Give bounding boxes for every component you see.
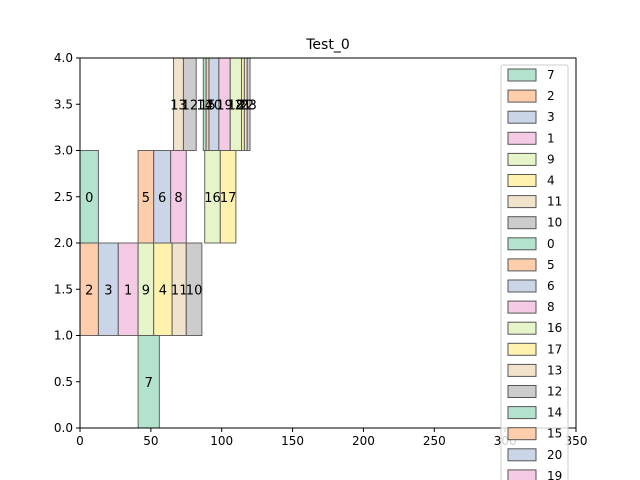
- y-tick-label-1.0: 1.0: [54, 329, 73, 343]
- legend-label-7: 7: [547, 68, 555, 82]
- bar-label-21: 21: [235, 98, 252, 113]
- legend-swatch-11: [507, 195, 537, 209]
- legend-swatch-19: [507, 469, 537, 480]
- bar-label-2: 2: [85, 283, 93, 298]
- legend-swatch-1: [507, 131, 537, 145]
- bar-label-10: 10: [186, 283, 203, 298]
- legend-swatch-9: [507, 152, 537, 166]
- bar-label-8: 8: [174, 191, 182, 206]
- legend-label-4: 4: [547, 174, 555, 188]
- legend-swatch-5: [507, 258, 537, 272]
- bar-label-6: 6: [158, 191, 166, 206]
- y-tick-label-3.0: 3.0: [54, 144, 73, 158]
- legend-swatch-13: [507, 363, 537, 377]
- legend-swatch-20: [507, 448, 537, 462]
- legend-label-13: 13: [547, 363, 562, 377]
- x-tick-label-350: 350: [565, 434, 588, 448]
- x-tick-label-50: 50: [143, 434, 158, 448]
- bar-label-13: 13: [170, 98, 187, 113]
- bar-label-5: 5: [142, 191, 150, 206]
- legend-swatch-17: [507, 342, 537, 356]
- legend-label-1: 1: [547, 131, 555, 145]
- legend-swatch-3: [507, 110, 537, 124]
- legend-label-11: 11: [547, 195, 562, 209]
- bar-label-22: 22: [238, 98, 255, 113]
- bar-10: [185, 242, 203, 336]
- legend-swatch-4: [507, 174, 537, 187]
- legend-label-10: 10: [547, 216, 562, 230]
- bar-label-15: 15: [199, 98, 216, 113]
- bar-label-19: 19: [216, 98, 233, 113]
- legend-label-5: 5: [547, 258, 555, 272]
- bar-label-7: 7: [145, 376, 153, 391]
- bar-label-23: 23: [240, 98, 257, 113]
- legend-swatch-6: [507, 279, 537, 293]
- y-tick-label-0.0: 0.0: [54, 421, 73, 435]
- y-tick-label-4.0: 4.0: [54, 51, 73, 65]
- legend-swatch-0: [507, 237, 537, 251]
- legend-swatch-7: [507, 68, 537, 82]
- legend-label-2: 2: [547, 89, 555, 103]
- legend-swatch-2: [507, 89, 537, 103]
- legend-label-17: 17: [547, 342, 562, 356]
- bar-label-17: 17: [220, 191, 237, 206]
- legend-label-3: 3: [547, 110, 555, 124]
- y-tick-label-3.5: 3.5: [54, 97, 73, 111]
- bar-label-3: 3: [104, 283, 112, 298]
- x-tick-label-0: 0: [76, 434, 84, 448]
- y-tick-label-2.5: 2.5: [54, 190, 73, 204]
- x-tick-label-250: 250: [423, 434, 446, 448]
- legend-label-16: 16: [547, 321, 562, 335]
- legend-swatch-14: [507, 406, 537, 420]
- y-tick-label-2.0: 2.0: [54, 236, 73, 250]
- legend-label-12: 12: [547, 385, 562, 399]
- y-tick-label-1.5: 1.5: [54, 282, 73, 296]
- legend-swatch-12: [507, 385, 537, 398]
- bars-layer: [79, 57, 251, 429]
- bar-label-20: 20: [206, 98, 223, 113]
- legend-label-14: 14: [547, 406, 562, 420]
- bar-label-9: 9: [142, 283, 150, 298]
- bar-label-18: 18: [228, 98, 245, 113]
- legend-swatch-16: [507, 321, 537, 335]
- y-axis: 0.0 0.5 1.0 1.5 2.0 2.5 3.0 3.5 4.0: [54, 51, 80, 435]
- legend-label-20: 20: [547, 448, 562, 462]
- legend-label-15: 15: [547, 427, 562, 441]
- bar-label-12: 12: [182, 98, 199, 113]
- legend-label-6: 6: [547, 279, 555, 293]
- y-tick-label-0.5: 0.5: [54, 375, 73, 389]
- bar-label-1: 1: [124, 283, 132, 298]
- x-tick-label-100: 100: [210, 434, 233, 448]
- legend-swatch-8: [507, 300, 537, 314]
- bar-label-11: 11: [171, 283, 188, 298]
- legend-label-8: 8: [547, 300, 555, 314]
- legend-swatch-15: [507, 427, 537, 441]
- x-tick-label-150: 150: [281, 434, 304, 448]
- x-tick-label-200: 200: [352, 434, 375, 448]
- legend-label-0: 0: [547, 237, 555, 251]
- legend-label-19: 19: [547, 469, 562, 480]
- bar-label-14: 14: [196, 98, 213, 113]
- bar-label-16: 16: [204, 191, 221, 206]
- legend-swatch-10: [507, 216, 537, 230]
- bar-label-4: 4: [159, 283, 167, 298]
- legend-label-9: 9: [547, 152, 555, 166]
- chart-title: Test_0: [305, 37, 349, 53]
- bar-label-0: 0: [85, 191, 93, 206]
